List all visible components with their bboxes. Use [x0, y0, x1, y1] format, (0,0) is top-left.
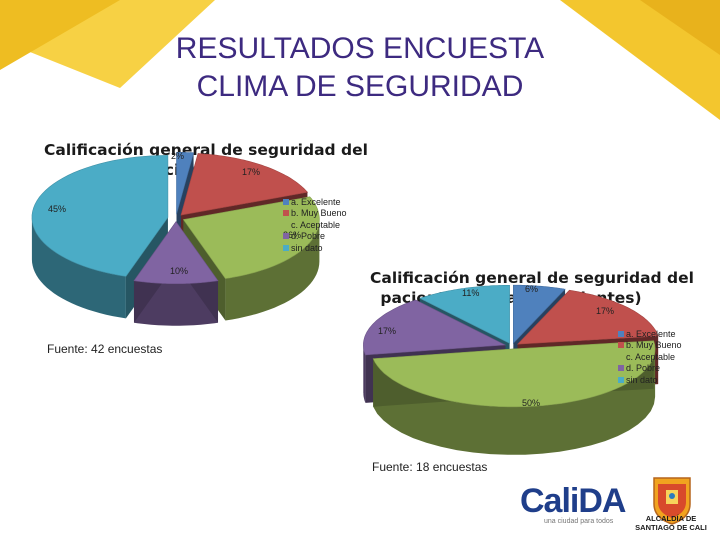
chart-2-label-sin-dato: 11% [462, 288, 480, 298]
chart-2-slice-pobre-side [363, 345, 366, 403]
chart-2-slice-excelente [513, 284, 566, 344]
legend-swatch [618, 365, 624, 372]
slide-title-line-2: CLIMA DE SEGURIDAD [196, 70, 524, 103]
chart-2-title-line-1: Calificación general de seguridad del [370, 269, 694, 287]
legend-swatch [283, 244, 289, 251]
chart-1-label-excelente: 2% [171, 151, 185, 161]
legend-label: c. Aceptable [626, 351, 676, 362]
chart-1-legend-item: a. Excelente [283, 196, 347, 208]
chart-2-legend-item: a. Excelente [618, 328, 682, 340]
chart-2-legend-item: sin dato [618, 374, 682, 386]
chart-2-slice-sin-dato [419, 285, 510, 344]
chart-1-legend-item: d. Pobre [283, 231, 347, 243]
chart-1-label-pobre: 10% [170, 266, 189, 276]
slide-title: RESULTADOS ENCUESTA CLIMA DE SEGURIDAD [120, 30, 600, 106]
legend-label: c. Aceptable [291, 219, 341, 230]
chart-2-legend: a. Excelente b. Muy Bueno c. Aceptable d… [618, 328, 682, 386]
seal-line-1: ALCALDÍA DE [645, 514, 697, 523]
seal-line-2: SANTIAGO DE CALI [635, 523, 707, 532]
chart-2-label-excelente: 6% [525, 284, 539, 294]
chart-2-legend-item: d. Pobre [618, 363, 682, 375]
legend-label: b. Muy Bueno [626, 340, 682, 351]
legend-label: sin dato [291, 242, 323, 253]
slide-title-line-1: RESULTADOS ENCUESTA [175, 32, 545, 65]
chart-2-source: Fuente: 18 encuestas [372, 460, 488, 474]
legend-swatch [283, 221, 289, 228]
legend-swatch [283, 198, 289, 205]
chart-1-label-sin-dato: 45% [48, 204, 67, 214]
chart-1-legend-item: c. Aceptable [283, 219, 347, 231]
chart-2-slice-pobre [363, 299, 507, 356]
chart-1-slice-aceptable [182, 196, 320, 279]
chart-1-legend-item: sin dato [283, 242, 347, 254]
chart-1-legend: a. Excelente b. Muy Bueno c. Aceptable d… [283, 196, 347, 254]
chart-2-label-aceptable: 50% [522, 398, 541, 408]
chart-2-label-muy-bueno: 17% [596, 306, 615, 316]
chart-1-slice-muy-bueno [180, 153, 309, 216]
legend-label: d. Pobre [291, 231, 326, 242]
chart-1-source: Fuente: 42 encuestas [47, 342, 163, 356]
chart-2-label-pobre: 17% [378, 326, 397, 336]
chart-2-legend-item: c. Aceptable [618, 351, 682, 363]
chart-2-slice-muy-bueno [516, 289, 659, 345]
legend-swatch [618, 342, 624, 349]
alcaldia-seal-icon [653, 477, 691, 525]
calida-logo: CaliDA una ciudad para todos [520, 482, 630, 532]
legend-swatch [618, 330, 624, 337]
calida-tagline: una ciudad para todos [544, 518, 614, 525]
legend-label: a. Excelente [291, 196, 341, 207]
alcaldia-seal-text: ALCALDÍA DE SANTIAGO DE CALI [626, 514, 716, 532]
chart-2-slice-aceptable [372, 340, 656, 408]
chart-1-title-line-1: Calificación general de seguridad del [44, 141, 368, 159]
legend-label: a. Excelente [626, 328, 676, 339]
legend-swatch [283, 233, 289, 240]
chart-2-legend-item: b. Muy Bueno [618, 340, 682, 352]
chart-2-slice-aceptable-side [373, 348, 656, 455]
chart-1-slice-pobre [133, 221, 219, 284]
legend-swatch [283, 210, 289, 217]
legend-label: d. Pobre [626, 363, 661, 374]
legend-label: b. Muy Bueno [291, 208, 347, 219]
chart-1-label-aceptable: 26% [283, 230, 302, 240]
chart-1-slice-sin-dato [31, 155, 169, 277]
calida-logo-text: CaliDA [520, 482, 626, 520]
legend-swatch [618, 353, 624, 360]
chart-1-slice-aceptable-side [225, 219, 320, 321]
chart-1-slice-excelente [176, 152, 194, 215]
chart-1-slice-sin-dato-side [31, 217, 126, 319]
legend-label: sin dato [626, 374, 658, 385]
chart-1-label-muy-bueno: 17% [242, 167, 261, 177]
legend-swatch [618, 376, 624, 383]
chart-1-legend-item: b. Muy Bueno [283, 208, 347, 220]
